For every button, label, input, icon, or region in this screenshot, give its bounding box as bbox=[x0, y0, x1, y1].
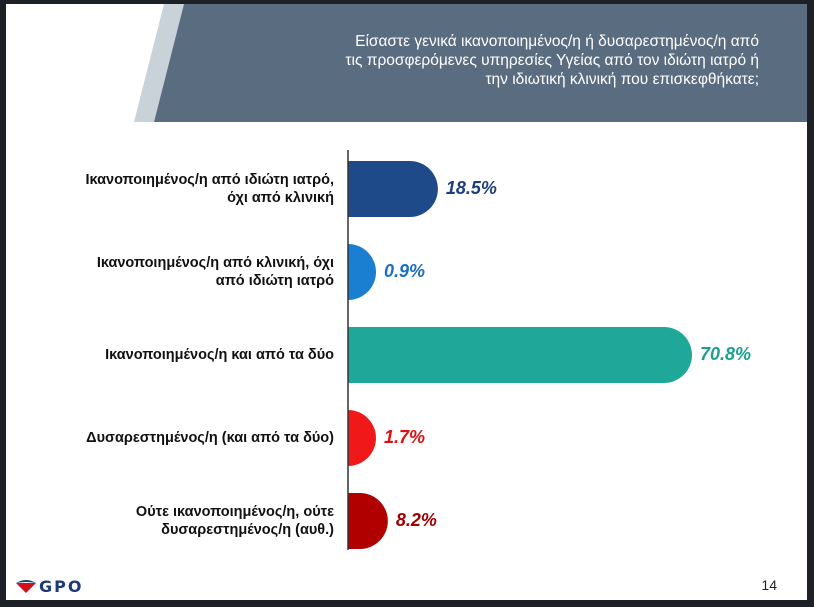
page-number: 14 bbox=[761, 577, 777, 593]
bar-5 bbox=[348, 493, 388, 549]
logo-mark-icon bbox=[16, 580, 36, 593]
category-label-5: Ούτε ικανοποιημένος/η, ούτε δυσαρεστημέν… bbox=[135, 504, 334, 538]
value-label-3: 70.8% bbox=[700, 344, 752, 364]
chart-title: Είσαστε γενικά ικανοποιημένος/η ή δυσαρε… bbox=[345, 33, 759, 88]
header-accent-stripe bbox=[134, 4, 184, 122]
header-panel bbox=[154, 4, 807, 122]
bar-4 bbox=[348, 410, 376, 466]
category-label-2: Ικανοποιημένος/η από κλινική, όχι από ιδ… bbox=[96, 255, 334, 289]
value-label-2: 0.9% bbox=[384, 261, 426, 281]
value-label-1: 18.5% bbox=[445, 178, 497, 198]
category-label-4: Δυσαρεστημένος/η (και από τα δύο) bbox=[86, 430, 334, 446]
category-label-3: Ικανοποιημένος/η και από τα δύο bbox=[105, 347, 334, 363]
category-label-1: Ικανοποιημένος/η από ιδιώτη ιατρό, όχι α… bbox=[85, 172, 334, 206]
header-band bbox=[134, 4, 807, 122]
bars-group bbox=[348, 161, 692, 549]
value-label-4: 1.7% bbox=[384, 427, 426, 447]
bar-1 bbox=[348, 161, 438, 217]
logo-text: GPO bbox=[39, 577, 84, 596]
bar-chart bbox=[347, 150, 692, 550]
bar-2 bbox=[348, 244, 376, 300]
bar-3 bbox=[348, 327, 692, 383]
value-label-5: 8.2% bbox=[395, 510, 437, 530]
slide: Είσαστε γενικά ικανοποιημένος/η ή δυσαρε… bbox=[6, 4, 807, 600]
